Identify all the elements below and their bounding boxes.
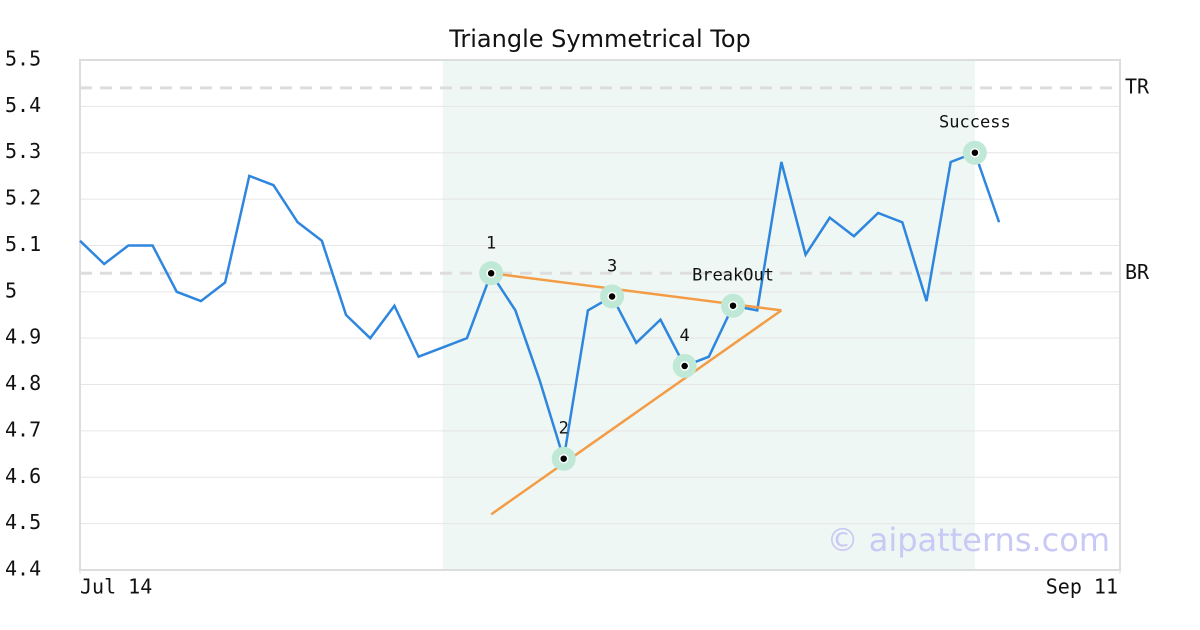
watermark: © aipatterns.com [827, 521, 1110, 559]
level-label: BR [1125, 260, 1150, 284]
level-label: TR [1125, 74, 1150, 98]
pattern-point [607, 291, 617, 302]
y-tick-label: 4.9 [5, 325, 41, 349]
pattern-point [679, 361, 690, 371]
y-tick-label: 5.5 [5, 47, 41, 71]
pattern-point [558, 453, 569, 464]
pattern-point [728, 300, 738, 311]
y-tick-label: 4.8 [5, 371, 41, 395]
pattern-point-label: 1 [486, 233, 496, 253]
pattern-point [486, 268, 496, 279]
price-line [79, 151, 1001, 460]
pattern-point-label: 3 [607, 256, 617, 276]
x-tick-label: Sep 11 [1046, 575, 1118, 599]
y-tick-label: 5 [5, 278, 17, 302]
pattern-point [970, 147, 980, 158]
pattern-point-label: Success [939, 113, 1011, 133]
plot-frame [79, 59, 1121, 571]
y-tick-label: 5.4 [5, 93, 41, 117]
y-tick-label: 4.6 [5, 464, 41, 488]
y-tick-label: 4.5 [5, 510, 41, 534]
y-tick-label: 5.3 [5, 139, 41, 163]
y-tick-label: 4.4 [5, 557, 41, 581]
chart-title: Triangle Symmetrical Top [448, 25, 751, 53]
trend-line [490, 309, 783, 516]
y-tick-label: 5.2 [5, 186, 41, 210]
pattern-point-label: 4 [680, 326, 690, 346]
pattern-point-label: 2 [559, 419, 569, 439]
x-tick-label: Jul 14 [80, 575, 152, 599]
pattern-point-label: BreakOut [692, 266, 774, 286]
y-tick-label: 5.1 [5, 232, 41, 256]
y-tick-label: 4.7 [5, 417, 41, 441]
